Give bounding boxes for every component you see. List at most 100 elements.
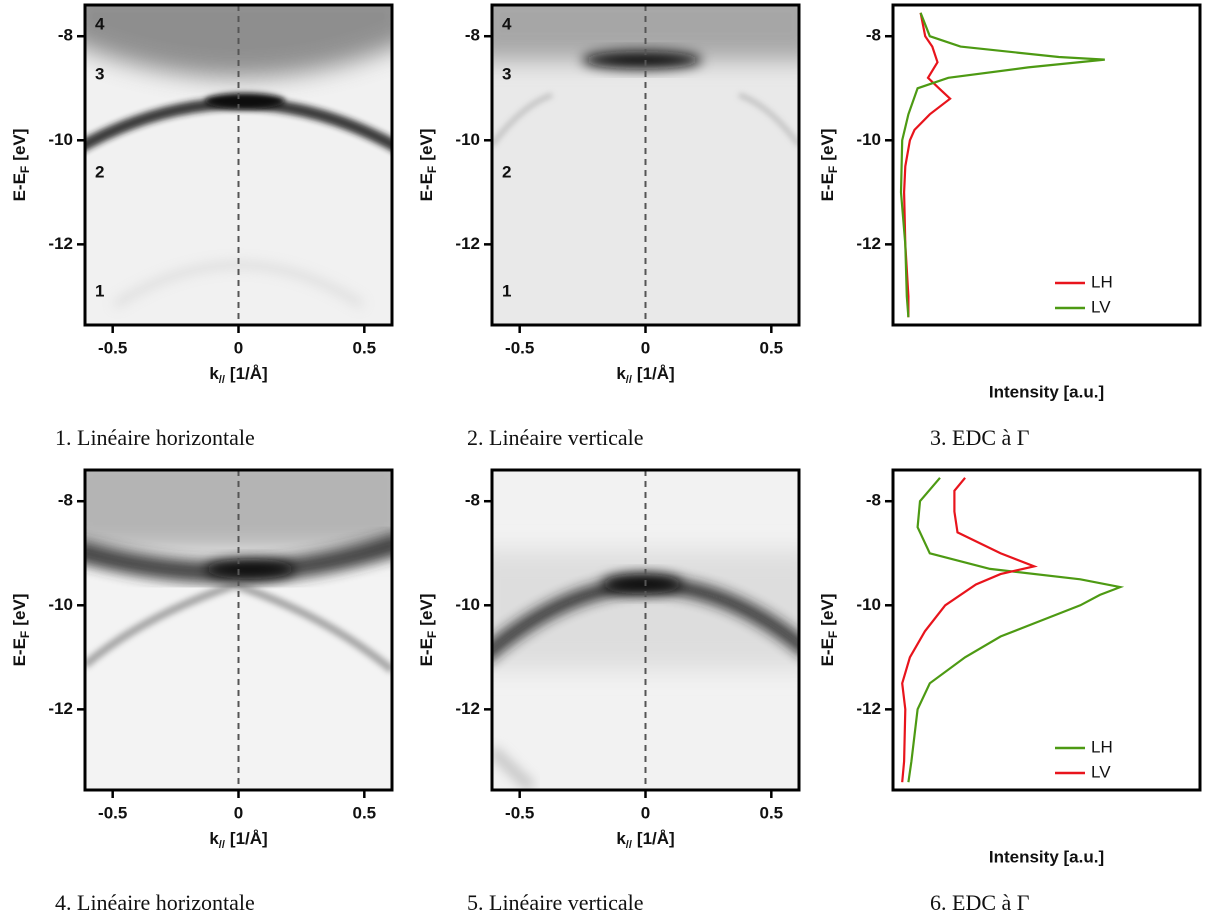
caption: 4. Linéaire horizontale [55,890,255,915]
x-tick-label: 0 [641,803,650,822]
caption: 5. Linéaire verticale [467,890,644,915]
y-tick-label: -8 [465,491,480,510]
annotation: 1 [95,281,104,300]
x-axis-label: k// [1/Å] [616,364,674,385]
x-label-main: k [616,829,626,848]
edc-line [899,12,1105,318]
annotation: 1 [502,281,511,300]
x-tick-label: 0 [234,803,243,822]
x-tick-label: 0.5 [759,803,783,822]
x-tick-label: -0.5 [505,803,534,822]
edc-line [907,477,1125,783]
y-label-unit: [eV] [10,129,29,161]
plot-area [893,5,1200,325]
y-label-sub: F [425,631,439,638]
x-label-main: k [209,364,219,383]
y-label-main: E-E [417,173,436,201]
plot-area [893,470,1200,790]
y-tick-label: -10 [856,595,881,614]
x-label-sub: // [626,374,632,386]
y-tick-label: -8 [465,26,480,45]
x-axis-label: Intensity [a.u.] [989,382,1104,401]
y-tick-label: -8 [58,26,73,45]
x-tick-label: -0.5 [98,338,127,357]
caption: 3. EDC à Γ [930,425,1030,450]
y-tick-label: -12 [856,234,881,253]
legend-label: LH [1091,272,1113,291]
y-label-sub: F [18,631,32,638]
legend-label: LV [1091,762,1111,781]
y-tick-label: -12 [48,234,73,253]
y-tick-label: -8 [58,491,73,510]
caption: 6. EDC à Γ [930,890,1030,915]
y-label-unit: [eV] [818,129,837,161]
y-tick-label: -10 [856,130,881,149]
annotation: 3 [95,64,104,83]
y-label-unit: [eV] [818,594,837,626]
y-label-sub: F [425,166,439,173]
y-tick-label: -12 [455,699,480,718]
y-axis-label: E-EF [eV] [818,129,840,202]
y-tick-label: -8 [866,491,881,510]
y-tick-label: -10 [48,595,73,614]
caption: 2. Linéaire verticale [467,425,644,450]
y-tick-label: -12 [856,699,881,718]
y-label-main: E-E [818,638,837,666]
x-tick-label: 0 [641,338,650,357]
y-tick-label: -8 [866,26,881,45]
x-label-unit: [1/Å] [637,364,675,383]
y-axis-label: E-EF [eV] [10,129,32,202]
y-axis-label: E-EF [eV] [818,594,840,667]
x-axis-label: k// [1/Å] [209,829,267,850]
y-axis-label: E-EF [eV] [417,594,439,667]
y-label-sub: F [826,166,840,173]
x-tick-label: 0.5 [759,338,783,357]
y-label-sub: F [18,166,32,173]
edc-line [901,477,1038,783]
caption: 1. Linéaire horizontale [55,425,255,450]
plot-area [492,470,799,790]
panel: -8 -10 -12 -0.5 0 0.5 E-EF [eV] k// [1/Å] 4. Linéa… [10,468,394,915]
annotation: 2 [95,162,104,181]
x-label-unit: [1/Å] [637,829,675,848]
x-label-unit: [1/Å] [230,829,268,848]
annotation: 2 [502,162,511,181]
x-axis-label: k// [1/Å] [209,364,267,385]
plot-frame [891,3,1202,327]
panel: LH LV -8 -10 -12 E-EF [eV] Intensity [a.u.] 6. E… [818,468,1202,915]
panel: 4 3 2 1 -8 -10 -12 -0.5 0 0.5 E-EF [eV] k// [1/Å] 1. L… [10,3,394,450]
y-label-main: E-E [10,638,29,666]
y-tick-label: -12 [455,234,480,253]
legend-label: LH [1091,737,1113,756]
annotation: 4 [502,14,512,33]
y-label-unit: [eV] [417,594,436,626]
x-label-main: k [209,829,219,848]
x-axis-label: Intensity [a.u.] [989,847,1104,866]
y-label-unit: [eV] [10,594,29,626]
x-tick-label: 0.5 [352,803,376,822]
panel: LH LV -8 -10 -12 E-EF [eV] Intensity [a.u.] 3. E… [818,3,1202,450]
annotation: 4 [95,14,105,33]
x-tick-label: 0 [234,338,243,357]
y-label-main: E-E [818,173,837,201]
y-tick-label: -10 [455,130,480,149]
plot-frame [891,468,1202,792]
y-tick-label: -10 [455,595,480,614]
legend-label: LV [1091,297,1111,316]
x-tick-label: -0.5 [505,338,534,357]
y-axis-label: E-EF [eV] [10,594,32,667]
annotation: 3 [502,64,511,83]
x-label-main: k [616,364,626,383]
x-tick-label: -0.5 [98,803,127,822]
y-tick-label: -10 [48,130,73,149]
y-tick-label: -12 [48,699,73,718]
x-axis-label: k// [1/Å] [616,829,674,850]
x-label-sub: // [219,839,225,851]
x-label-unit: [1/Å] [230,364,268,383]
panel: 4 3 2 1 -8 -10 -12 -0.5 0 0.5 E-EF [eV] k// [1/Å] 2. L… [417,3,801,450]
y-label-sub: F [826,631,840,638]
x-label-sub: // [626,839,632,851]
y-label-unit: [eV] [417,129,436,161]
y-label-main: E-E [10,173,29,201]
